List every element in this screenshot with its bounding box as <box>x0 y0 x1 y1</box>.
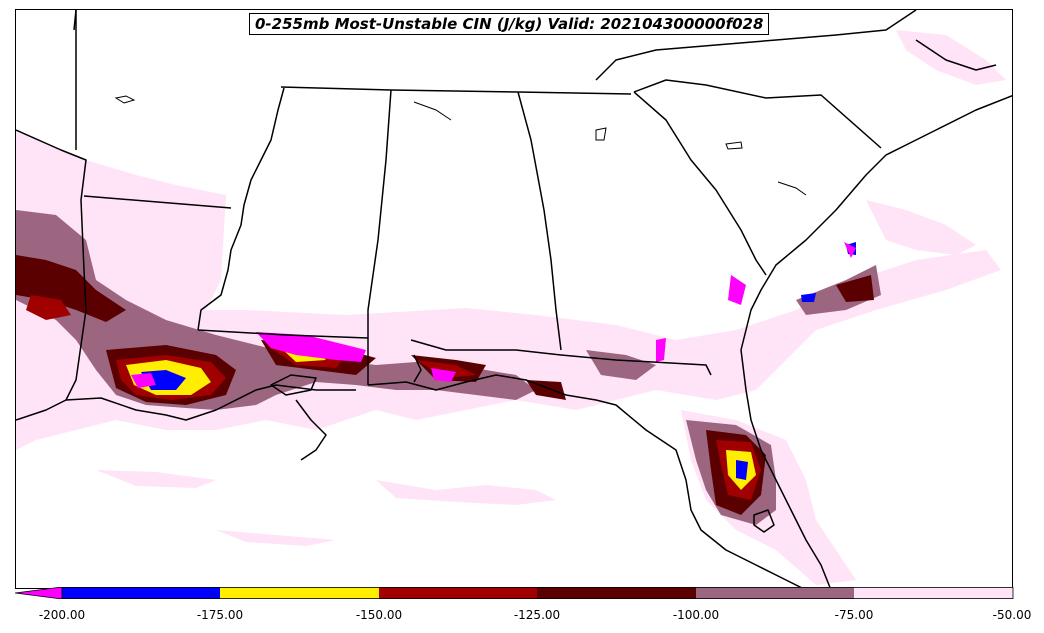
boundaries <box>16 10 1012 588</box>
cin-field-magenta <box>131 242 856 388</box>
map-panel <box>15 9 1013 589</box>
cin-field-light <box>16 30 1006 585</box>
colorbar-bin-4 <box>537 587 696 599</box>
colorbar <box>15 587 1014 599</box>
colorbar-bin-5 <box>696 587 854 599</box>
colorbar-bin-3 <box>379 587 537 599</box>
colorbar-tick-3: -125.00 <box>513 608 561 622</box>
colorbar-extend-min <box>15 587 63 599</box>
map-title: 0-255mb Most-Unstable CIN (J/kg) Valid: … <box>249 13 770 35</box>
colorbar-bin-6 <box>854 587 1013 599</box>
colorbar-tick-2: -150.00 <box>355 608 403 622</box>
lakes <box>114 95 807 196</box>
colorbar-tick-1: -175.00 <box>196 608 244 622</box>
colorbar-bin-1 <box>62 587 220 599</box>
colorbar-tick-4: -100.00 <box>672 608 720 622</box>
cin-map <box>16 10 1012 588</box>
colorbar-frame <box>61 587 1014 599</box>
colorbar-tick-6: -50.00 <box>992 608 1032 622</box>
colorbar-tick-0: -200.00 <box>38 608 86 622</box>
colorbar-bin-2 <box>220 587 379 599</box>
colorbar-tick-5: -75.00 <box>834 608 874 622</box>
